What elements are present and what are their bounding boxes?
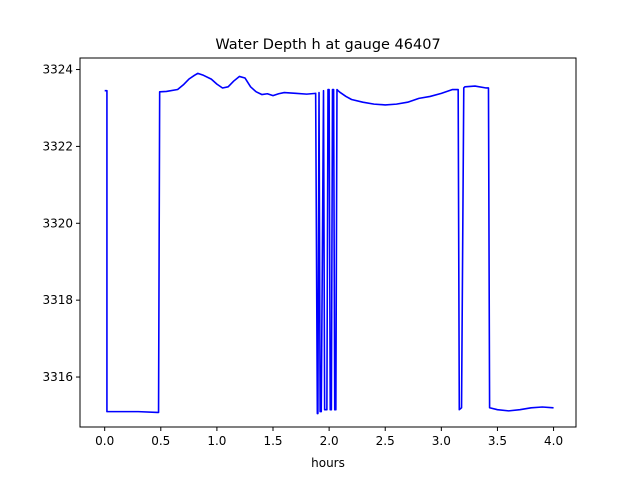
plot-area bbox=[79, 57, 577, 428]
x-tick-label: 0.0 bbox=[95, 434, 114, 448]
y-tick-label: 3320 bbox=[42, 216, 73, 230]
x-tick-label: 3.0 bbox=[432, 434, 451, 448]
x-axis: 0.0 0.5 1.0 1.5 2.0 2.5 3.0 3.5 4.0 bbox=[95, 427, 563, 448]
y-tick-label: 3322 bbox=[42, 139, 73, 153]
x-tick-label: 1.0 bbox=[207, 434, 226, 448]
chart-title: Water Depth h at gauge 46407 bbox=[215, 37, 440, 53]
x-axis-label: hours bbox=[311, 456, 345, 470]
x-tick-label: 0.5 bbox=[151, 434, 170, 448]
y-tick-label: 3324 bbox=[42, 63, 73, 77]
x-tick-label: 2.0 bbox=[320, 434, 339, 448]
x-tick-label: 4.0 bbox=[544, 434, 563, 448]
axes-frame bbox=[79, 57, 577, 428]
series-line bbox=[104, 72, 554, 415]
x-tick-label: 2.5 bbox=[376, 434, 395, 448]
y-axis: 3316 3318 3320 3322 3324 bbox=[42, 63, 80, 384]
x-tick-label: 3.5 bbox=[488, 434, 507, 448]
y-tick-label: 3318 bbox=[42, 293, 73, 307]
x-tick-label: 1.5 bbox=[263, 434, 282, 448]
y-tick-label: 3316 bbox=[42, 370, 73, 384]
